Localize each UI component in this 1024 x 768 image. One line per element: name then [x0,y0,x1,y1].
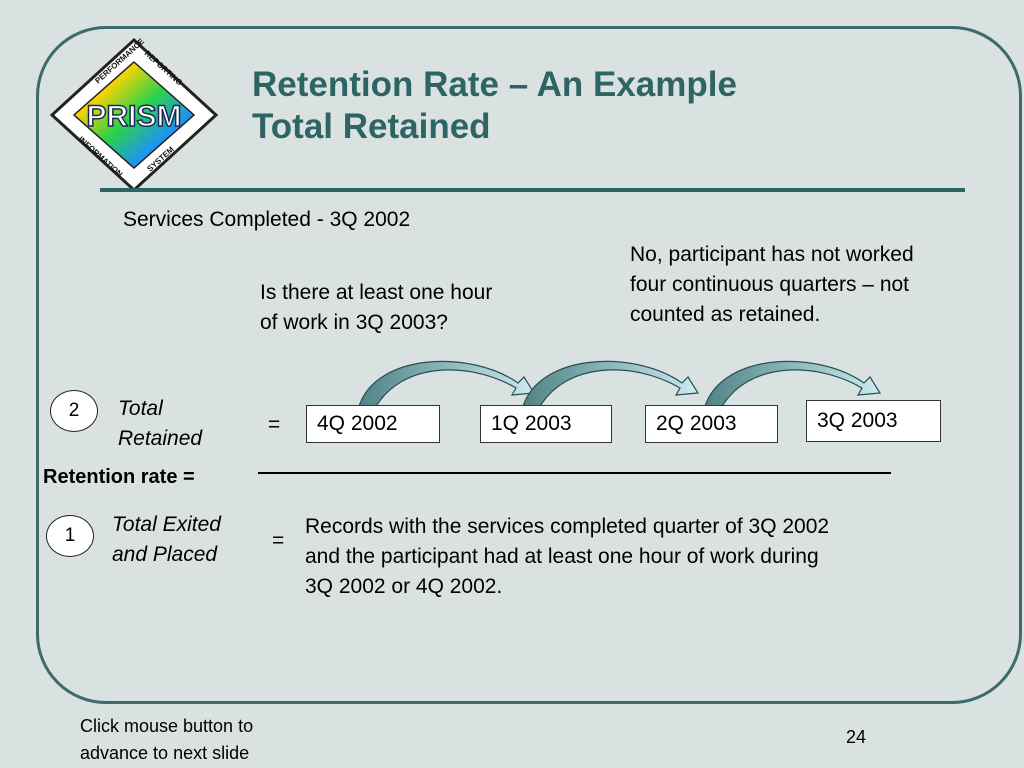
prism-logo: PRISM PERFORMANCE REPORTING INFORMATION … [49,36,219,193]
title-line-1: Retention Rate – An Example [252,65,737,104]
quarter-box-1q-2003: 1Q 2003 [480,405,612,443]
denominator-equals: = [272,529,285,552]
fraction-line [258,472,891,474]
question-text: Is there at least one hour of work in 3Q … [260,281,493,334]
arrow-1 [357,360,536,411]
arrow-3 [703,360,882,411]
slide-frame [36,26,1022,704]
quarter-box-4q-2002: 4Q 2002 [306,405,440,443]
title-divider [100,188,965,192]
quarter-box-2q-2003: 2Q 2003 [645,405,778,443]
title-line-2: Total Retained [252,107,491,146]
quarter-box-3q-2003: 3Q 2003 [806,400,941,442]
total-exited-placed-label: Total Exited and Placed [112,513,221,566]
quarter-arrows [357,360,882,411]
arrow-2 [521,360,700,411]
step-1-circle: 1 [46,515,94,557]
total-retained-label: Total Retained [118,397,203,450]
denominator-definition: Records with the services completed quar… [305,515,830,598]
page-number: 24 [846,727,867,747]
services-completed-label: Services Completed - 3Q 2002 [123,208,411,231]
footer-hint: Click mouse button to advance to next sli… [80,716,254,763]
slide-title: Retention Rate – An Example Total Retain… [252,64,737,148]
answer-text: No, participant has not worked four conti… [630,243,914,326]
step-2-circle: 2 [50,390,98,432]
retention-rate-label: Retention rate = [43,466,195,488]
logo-wordmark: PRISM [86,100,181,133]
numerator-equals: = [268,413,281,436]
